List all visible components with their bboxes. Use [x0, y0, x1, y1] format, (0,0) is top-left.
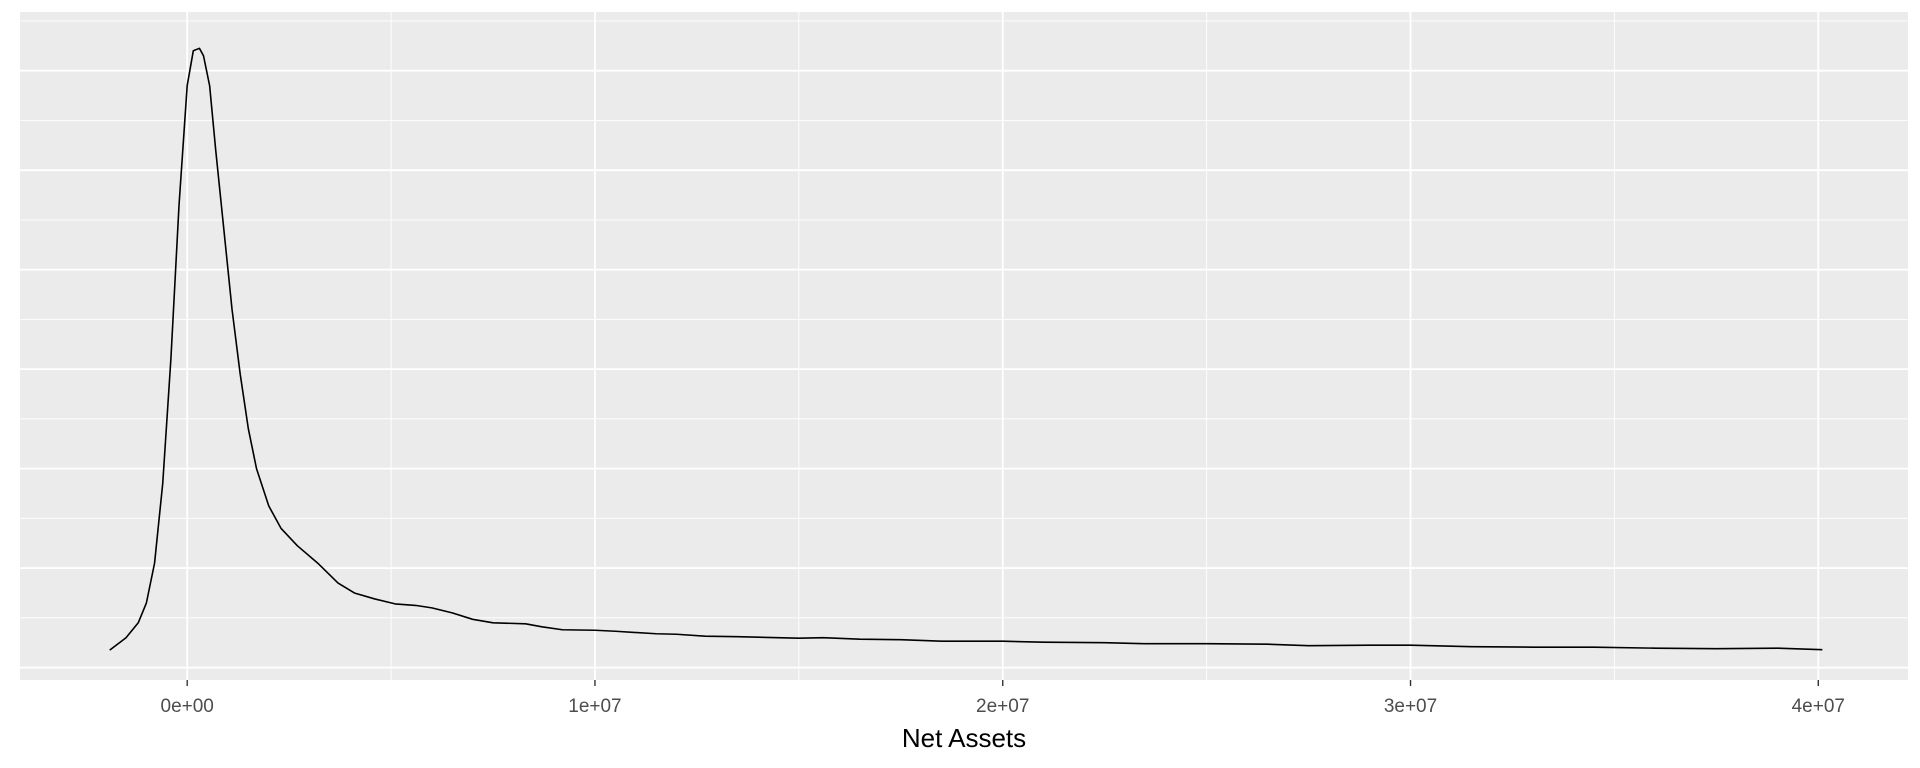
- density-curve: [109, 47, 1823, 651]
- x-tick-label: 1e+07: [568, 696, 621, 717]
- x-tick-label: 0e+00: [161, 696, 214, 717]
- x-tick-label: 4e+07: [1792, 696, 1845, 717]
- x-axis-title: Net Assets: [902, 723, 1026, 753]
- x-tick-label: 2e+07: [976, 696, 1029, 717]
- minor-gridlines: [20, 12, 1908, 680]
- x-axis-ticks: [186, 680, 1819, 686]
- plot-panel: [20, 12, 1908, 680]
- x-axis-tick-labels: 0e+00 1e+07 2e+07 3e+07 4e+07: [161, 696, 1845, 717]
- x-tick-label: 3e+07: [1384, 696, 1437, 717]
- major-gridlines: [20, 12, 1908, 680]
